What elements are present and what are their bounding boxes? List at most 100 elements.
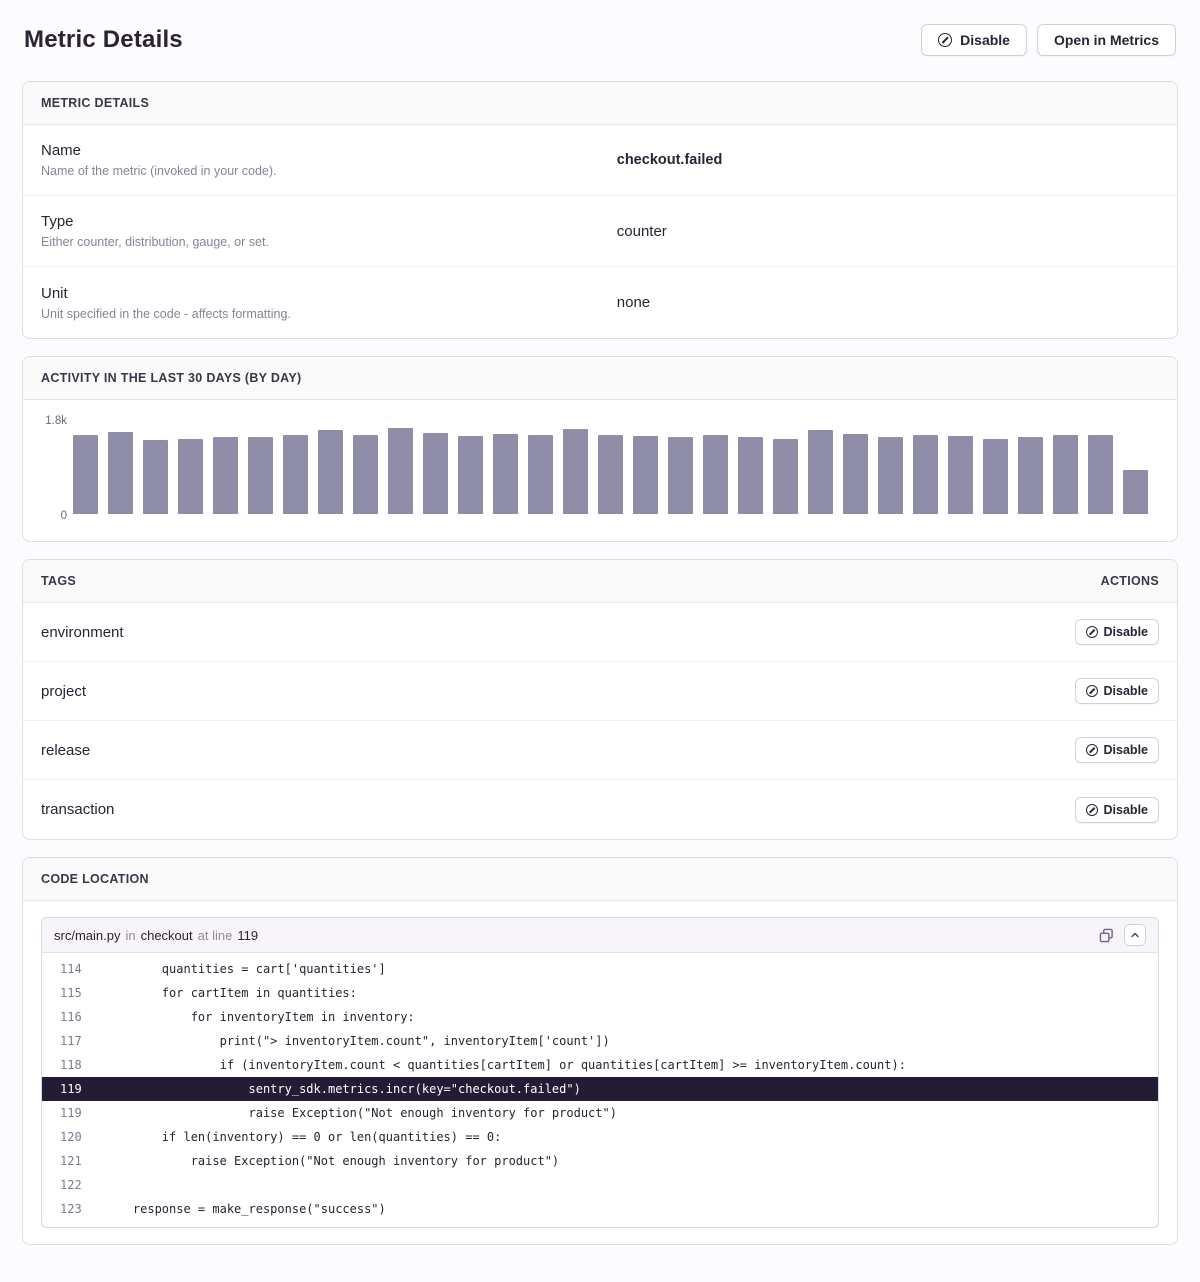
code-line: 119 sentry_sdk.metrics.incr(key="checkou… [42,1077,1158,1101]
code-line: 116 for inventoryItem in inventory: [42,1005,1158,1029]
chart-bar [808,430,833,514]
chart-bar [143,440,168,514]
tag-row-transaction: transaction Disable [23,780,1177,839]
metric-details-panel-header: METRIC DETAILS [23,82,1177,125]
detail-row-unit: Unit Unit specified in the code - affect… [23,267,1177,338]
code-header-icons [1097,924,1146,946]
line-number: 123 [60,1202,82,1216]
code-text: quantities = cart['quantities'] [104,962,386,976]
tag-disable-label: Disable [1103,625,1148,639]
metric-details-panel-title: METRIC DETAILS [41,96,150,110]
chart-bar [528,435,553,514]
code-at-line-words: at line [197,927,233,943]
chart-bar [598,435,623,514]
tag-disable-button[interactable]: Disable [1074,678,1159,704]
activity-panel: ACTIVITY IN THE LAST 30 DAYS (BY DAY) 1.… [22,356,1178,542]
code-line: 114 quantities = cart['quantities'] [42,957,1158,981]
detail-row-name: Name Name of the metric (invoked in your… [23,125,1177,196]
line-number: 118 [60,1058,82,1072]
detail-left: Unit Unit specified in the code - affect… [41,285,617,321]
code-file-path: src/main.py [54,927,121,943]
code-text: for cartItem in quantities: [104,986,357,1000]
code-location-panel-header: CODE LOCATION [23,858,1177,901]
chart-bar [1018,437,1043,514]
chart-y-max-label: 1.8k [45,415,67,427]
tag-disable-label: Disable [1103,743,1148,757]
ban-icon [1085,626,1098,638]
code-location-text: src/main.py in checkout at line 119 [54,928,258,943]
chart-bars [73,423,1148,514]
tags-panel-header: TAGS ACTIONS [23,560,1177,603]
disable-button[interactable]: Disable [921,24,1027,56]
code-text: sentry_sdk.metrics.incr(key="checkout.fa… [104,1082,581,1096]
tags-header-label: TAGS [41,574,76,588]
tag-disable-label: Disable [1103,802,1148,817]
chart-bar [283,435,308,514]
tag-disable-button[interactable]: Disable [1074,619,1159,645]
tag-disable-button[interactable]: Disable [1074,796,1159,823]
line-number: 119 [60,1106,82,1120]
code-line-number-ref: 119 [237,927,259,943]
header-actions: Disable Open in Metrics [921,24,1176,56]
chart-y-min-label: 0 [60,510,67,522]
open-in-metrics-button[interactable]: Open in Metrics [1036,24,1176,56]
activity-panel-header: ACTIVITY IN THE LAST 30 DAYS (BY DAY) [23,357,1177,400]
detail-description: Either counter, distribution, gauge, or … [41,235,269,249]
chart-bar [458,436,483,514]
line-number: 122 [60,1178,82,1192]
page-title: Metric Details [24,26,183,53]
detail-label: Name [41,142,82,159]
top-header: Metric Details Disable Open in Metrics [24,24,1176,56]
detail-row-type: Type Either counter, distribution, gauge… [23,196,1177,267]
code-location-panel-title: CODE LOCATION [41,872,149,886]
metric-details-panel: METRIC DETAILS Name Name of the metric (… [22,81,1178,339]
detail-value: none [616,294,651,311]
code-block-header: src/main.py in checkout at line 119 [42,918,1158,953]
chart-bar [633,436,658,514]
detail-value: checkout.failed [616,152,723,168]
chart-bar [73,435,98,514]
tag-name: project [41,682,87,700]
ban-icon [938,33,953,47]
chart-bar [878,437,903,514]
chart-bar [1088,435,1113,514]
detail-left: Type Either counter, distribution, gauge… [41,213,617,249]
ban-icon [1085,685,1098,697]
chart-bar [318,430,343,514]
ban-icon [1085,803,1098,816]
chart-bar [108,432,133,514]
tags-panel: TAGS ACTIONS environment Disable project… [22,559,1178,840]
chart-bar [1053,435,1078,514]
detail-value: counter [616,222,667,240]
code-line: 120 if len(inventory) == 0 or len(quanti… [42,1125,1158,1149]
chart-bar [248,437,273,514]
chart-bar [388,428,413,514]
detail-left: Name Name of the metric (invoked in your… [41,142,617,178]
code-in-word: in [125,927,136,943]
activity-bar-chart: 1.8k 0 [23,400,1177,541]
code-line: 118 if (inventoryItem.count < quantities… [42,1053,1158,1077]
tag-row-release: release Disable [23,721,1177,780]
ban-icon [1085,744,1098,756]
chart-bar [773,439,798,514]
detail-description: Name of the metric (invoked in your code… [41,164,277,178]
copy-button[interactable] [1097,926,1116,945]
line-number: 114 [60,962,82,976]
collapse-button[interactable] [1124,924,1146,946]
chart-bar [178,439,203,514]
detail-description: Unit specified in the code - affects for… [41,306,291,321]
detail-label: Unit [41,284,68,302]
chart-bar [703,435,728,514]
line-number: 120 [60,1130,82,1144]
tag-disable-button[interactable]: Disable [1074,737,1159,763]
code-text: if (inventoryItem.count < quantities[car… [104,1058,906,1072]
code-line: 121 raise Exception("Not enough inventor… [42,1149,1158,1173]
chart-bar [493,434,518,514]
tag-row-project: project Disable [23,662,1177,721]
line-number: 116 [60,1010,82,1024]
code-location-panel: CODE LOCATION src/main.py in checkout at… [22,857,1178,1245]
code-text: if len(inventory) == 0 or len(quantities… [104,1130,502,1144]
chart-bar [423,433,448,514]
code-line: 117 print("> inventoryItem.count", inven… [42,1029,1158,1053]
code-function-name: checkout [140,927,193,943]
